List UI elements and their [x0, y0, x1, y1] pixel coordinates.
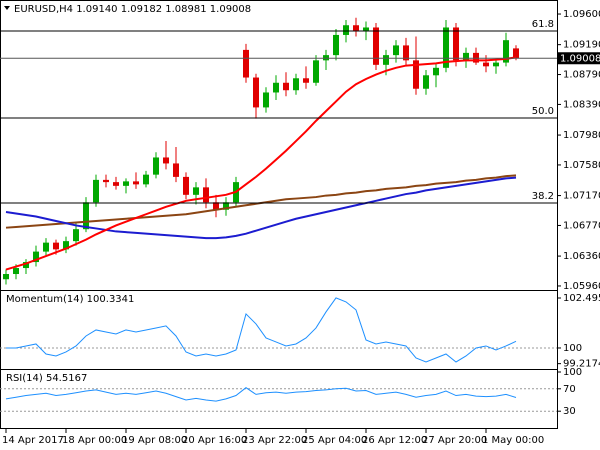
candle-body	[433, 67, 439, 76]
candle-body	[23, 262, 29, 269]
y-tick-label: 1.08790	[563, 70, 600, 81]
candle-body	[33, 251, 39, 263]
fibonacci-label: 38.2	[532, 191, 554, 202]
candle-body	[123, 181, 129, 186]
x-tick-label: 1 May 00:00	[482, 435, 544, 446]
candle-body	[3, 274, 9, 280]
moving-average	[5, 174, 517, 229]
candle-body	[143, 174, 149, 185]
candle-body	[83, 202, 89, 230]
candle-body	[193, 187, 199, 195]
candle-body	[13, 268, 19, 275]
indicator-line	[6, 297, 517, 363]
candle-body	[213, 202, 219, 210]
fibonacci-label: 50.0	[532, 106, 554, 117]
candle-body	[483, 62, 489, 67]
y-tick-label: 1.07980	[563, 130, 600, 141]
candle-body	[133, 181, 139, 185]
candle-body	[423, 75, 429, 89]
y-tick-label: 100	[563, 367, 582, 378]
candle-body	[373, 27, 379, 65]
y-tick-label: 1.06360	[563, 251, 600, 262]
candle-body	[413, 60, 419, 89]
candle-body	[293, 78, 299, 91]
chart-title: EURUSD,H4 1.09140 1.09182 1.08981 1.0900…	[14, 4, 251, 15]
y-tick-label: 1.07170	[563, 191, 600, 202]
candle-body	[453, 27, 459, 61]
candle-body	[393, 45, 399, 56]
candle-body	[173, 163, 179, 177]
x-tick-label: 14 Apr 2017	[2, 435, 64, 446]
price-label-box	[557, 52, 600, 65]
y-tick-label: 1.06770	[563, 220, 600, 231]
candle-body	[313, 60, 319, 83]
y-tick-label: 1.05960	[563, 281, 600, 292]
candle-body	[53, 242, 59, 250]
x-tick-label: 20 Apr 16:00	[182, 435, 247, 446]
candle-body	[303, 78, 309, 83]
candle-body	[343, 25, 349, 35]
x-tick-label: 19 Apr 08:00	[122, 435, 187, 446]
candle-body	[113, 182, 119, 186]
candle-body	[403, 45, 409, 61]
moving-average	[5, 56, 517, 271]
y-tick-label: 102.4959	[563, 293, 600, 304]
x-tick-label: 25 Apr 04:00	[302, 435, 367, 446]
x-tick-label: 18 Apr 00:00	[62, 435, 127, 446]
candle-body	[443, 27, 449, 68]
y-tick-label: 1.08390	[563, 99, 600, 110]
x-tick-label: 26 Apr 12:00	[362, 435, 427, 446]
candle-body	[153, 157, 159, 175]
candle-body	[223, 202, 229, 210]
candle-body	[353, 25, 359, 31]
candle-body	[473, 52, 479, 63]
indicator-line	[5, 387, 517, 402]
y-tick-label: 100	[563, 343, 582, 354]
candle-body	[253, 77, 259, 108]
candle-body	[503, 40, 509, 63]
y-tick-label: 70	[563, 384, 576, 395]
candle-body	[93, 179, 99, 203]
price-label: 1.09008	[560, 53, 600, 64]
indicator-title: Momentum(14) 100.3341	[6, 294, 134, 305]
y-tick-label: 1.09600	[563, 9, 600, 20]
y-tick-label: 99.2174	[563, 359, 600, 370]
x-tick-label: 23 Apr 22:00	[242, 435, 307, 446]
candle-body	[493, 62, 499, 67]
moving-average	[5, 176, 517, 240]
candle-body	[323, 55, 329, 61]
candle-body	[203, 187, 209, 203]
candle-body	[73, 229, 79, 242]
fibonacci-label: 61.8	[532, 19, 554, 30]
y-tick-label: 30	[563, 406, 576, 417]
x-tick-label: 27 Apr 20:00	[422, 435, 487, 446]
y-tick-label: 1.07580	[563, 160, 600, 171]
menu-icon[interactable]	[4, 6, 10, 10]
candle-body	[183, 176, 189, 195]
plot-frame	[0, 0, 558, 429]
candle-body	[163, 157, 169, 164]
candle-body	[103, 179, 109, 183]
candle-body	[243, 49, 249, 78]
candle-body	[283, 82, 289, 91]
candle-body	[383, 55, 389, 65]
candle-body	[43, 242, 49, 252]
candle-body	[263, 92, 269, 108]
y-tick-label: 1.09190	[563, 40, 600, 51]
candle-body	[63, 241, 69, 250]
candle-body	[363, 27, 369, 31]
candle-body	[463, 52, 469, 61]
candle-body	[273, 82, 279, 93]
candle-body	[513, 48, 519, 59]
indicator-title: RSI(14) 54.5167	[6, 373, 87, 384]
candle-body	[333, 34, 339, 56]
